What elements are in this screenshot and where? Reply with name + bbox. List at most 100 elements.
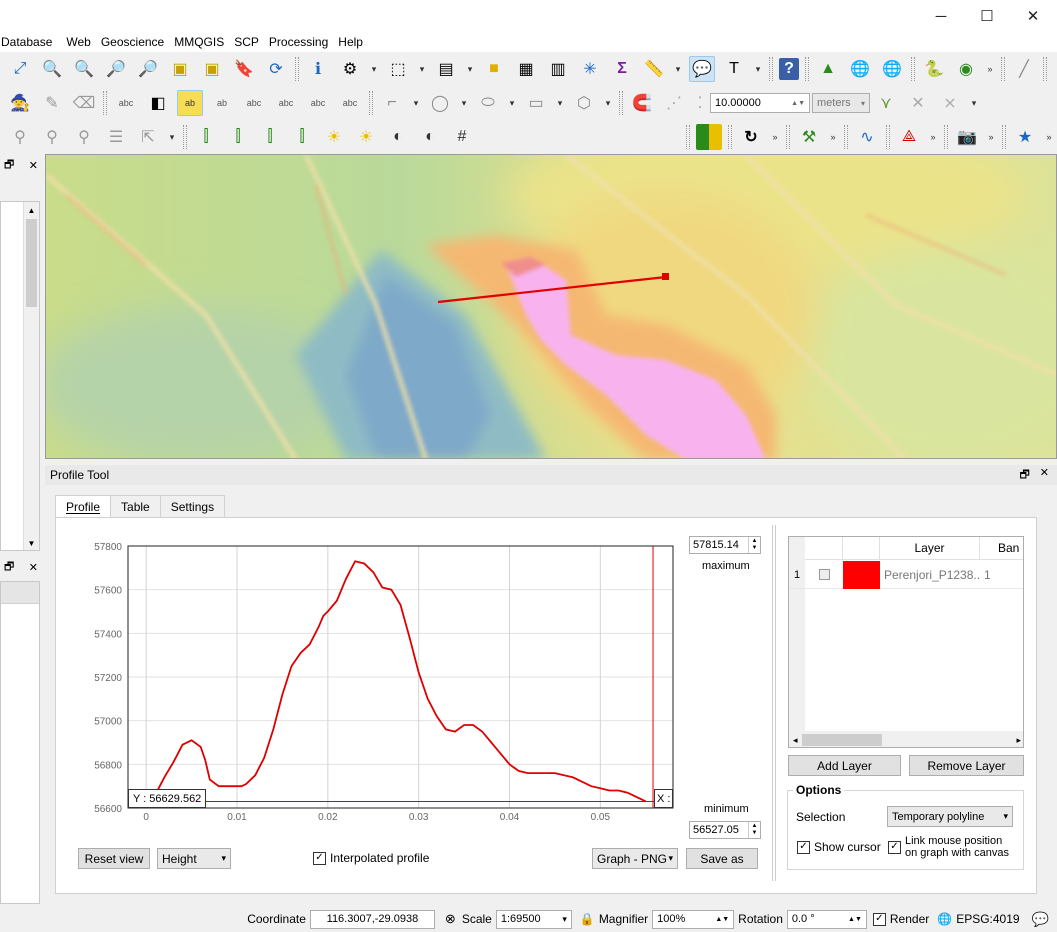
toolbar-grip[interactable] <box>295 57 299 81</box>
toolbar-grip[interactable] <box>686 125 690 149</box>
header-layer[interactable]: Layer <box>880 537 980 559</box>
ellipse-icon[interactable]: ⬭ <box>481 94 495 111</box>
render-checkbox[interactable]: ✓ <box>872 912 886 926</box>
profile-icon[interactable]: ∿ <box>860 129 874 146</box>
statistics-icon[interactable]: ✳ <box>583 61 597 78</box>
link-mouse-checkbox[interactable]: ✓ <box>888 840 901 854</box>
scroll-right-icon[interactable]: ▸ <box>1016 734 1021 745</box>
scroll-thumb[interactable] <box>26 219 37 307</box>
label-highlight-icon[interactable]: ab <box>177 90 203 116</box>
interpolated-profile-option[interactable]: ✓ Interpolated profile <box>313 851 429 865</box>
show-cursor-checkbox[interactable]: ✓ <box>797 840 810 854</box>
magnifier-input[interactable]: 100% ▲▼ <box>652 909 735 929</box>
close-icon[interactable]: ✕ <box>28 159 38 172</box>
chevron-down-icon[interactable]: ▾ <box>461 97 467 108</box>
extents-toggle-icon[interactable]: ⊗ <box>444 911 456 926</box>
chevron-down-icon[interactable]: ▾ <box>605 97 611 108</box>
rotate-icon[interactable]: ↻ <box>744 129 758 146</box>
more-icon[interactable]: » <box>988 132 994 142</box>
pin-icon[interactable]: ⚲ <box>14 129 26 146</box>
change-label-icon[interactable]: abc <box>342 98 358 108</box>
close-window-button[interactable]: ✕ <box>1026 8 1040 25</box>
scale-select[interactable]: 1:69500 ▾ <box>495 909 572 929</box>
globe-search-icon[interactable]: 🌐 <box>882 61 902 78</box>
maximum-input[interactable]: 57815.14 ▲ ▼ <box>689 536 761 554</box>
toolbar-grip[interactable] <box>1002 125 1006 149</box>
layers-panel-scrollbar[interactable]: ▲ ▼ <box>23 202 39 550</box>
pin-icon[interactable]: ⚲ <box>46 129 58 146</box>
link-mouse-option[interactable]: ✓ Link mouse position on graph with canv… <box>888 835 1009 859</box>
menu-geoscience[interactable]: Geoscience <box>100 35 165 49</box>
snap-vertex-icon[interactable]: ⁚ <box>697 95 703 112</box>
stretch-icon[interactable]: ⫿ <box>267 128 273 145</box>
menu-processing[interactable]: Processing <box>268 35 329 49</box>
bucket-icon[interactable]: 🗑 <box>1053 56 1057 82</box>
menu-database[interactable]: Database <box>1 35 53 49</box>
minimum-input[interactable]: 56527.05 ▲ ▼ <box>689 821 761 839</box>
toolbar-grip[interactable] <box>786 125 790 149</box>
coordinate-field[interactable]: 116.3007,-29.0938 <box>309 909 435 929</box>
rectangle-icon[interactable]: ▭ <box>528 95 544 112</box>
scroll-left-icon[interactable]: ◂ <box>793 734 798 745</box>
python-icon[interactable]: 🐍 <box>924 61 944 78</box>
select-features-icon[interactable]: ⬚ <box>390 61 406 78</box>
chevron-down-icon[interactable]: ▾ <box>509 97 515 108</box>
toolbar-grip[interactable] <box>886 125 890 149</box>
zoom-last-icon[interactable]: 🔎 <box>106 61 126 78</box>
rotate-label-icon[interactable]: abc <box>310 98 326 108</box>
close-icon[interactable]: ✕ <box>28 561 38 574</box>
triangle-icon[interactable]: ▲ <box>820 60 836 77</box>
lock-icon[interactable]: 🔒 <box>579 912 595 926</box>
snap-tolerance-input[interactable]: 10.00000 ▲▼ <box>710 93 810 113</box>
hammer-icon[interactable]: ⚒ <box>801 129 817 146</box>
action-icon[interactable]: ⚙ <box>342 61 358 78</box>
map-canvas[interactable] <box>45 154 1057 459</box>
zoom-out-icon[interactable]: 🔍 <box>74 61 94 78</box>
toolbar-grip[interactable] <box>844 125 848 149</box>
selection-select[interactable]: Temporary polyline ▾ <box>887 806 1013 827</box>
draw-line-icon[interactable]: ╱ <box>1019 61 1029 78</box>
list-icon[interactable]: ☰ <box>108 129 124 146</box>
show-cursor-option[interactable]: ✓ Show cursor <box>797 840 881 854</box>
chevron-down-icon[interactable]: ▾ <box>419 63 425 74</box>
toolbar-grip[interactable] <box>911 57 915 81</box>
star-icon[interactable]: ★ <box>1017 129 1033 146</box>
float-icon[interactable]: 🗗 <box>4 560 15 573</box>
tab-table[interactable]: Table <box>110 495 161 517</box>
zoom-selection-icon[interactable]: ▣ <box>204 61 220 78</box>
more-icon[interactable]: » <box>772 132 778 142</box>
scroll-down-icon[interactable]: ▼ <box>27 539 36 548</box>
compass-icon[interactable]: ⟁ <box>901 128 917 145</box>
export-format-select[interactable]: Graph - PNG ▾ <box>592 848 678 869</box>
tab-profile[interactable]: Profile <box>55 495 112 518</box>
reset-view-button[interactable]: Reset view <box>78 848 150 869</box>
zoom-next-icon[interactable]: 🔎 <box>138 61 158 78</box>
rotation-input[interactable]: 0.0 ° ▲▼ <box>786 909 867 929</box>
cursor-icon[interactable]: ⇱ <box>141 129 155 146</box>
wizard-icon[interactable]: 🧙 <box>10 95 30 112</box>
identify-icon[interactable]: ℹ <box>314 61 322 78</box>
chevron-down-icon[interactable]: ▾ <box>413 97 419 108</box>
label-icon[interactable]: abc <box>118 98 134 108</box>
scp-icon[interactable] <box>696 124 722 150</box>
contrast-down-icon[interactable]: ◐ <box>425 128 435 145</box>
snap-config-icon[interactable]: ⋰ <box>666 95 682 112</box>
toolbar-grip[interactable] <box>103 91 107 115</box>
layer-row-checkbox[interactable] <box>818 569 830 580</box>
eraser-icon[interactable]: ⌫ <box>72 95 96 112</box>
attribute-table-icon[interactable]: ▦ <box>518 61 534 78</box>
layer-table-hscrollbar[interactable]: ◂ ▸ <box>789 731 1023 747</box>
profile-line-vertex[interactable] <box>662 273 669 280</box>
chevron-down-icon[interactable]: ▾ <box>755 63 761 74</box>
intersect-icon[interactable]: ✕ <box>911 95 925 112</box>
topology-icon[interactable]: ⨯ <box>943 95 957 112</box>
layer-diagram-icon[interactable]: ◧ <box>150 95 166 112</box>
measure-icon[interactable]: 📏 <box>644 61 664 78</box>
remove-layer-button[interactable]: Remove Layer <box>909 755 1024 776</box>
profile-plot[interactable]: 56600 56800 57000 57200 57400 57600 57800 0 0.0… <box>94 542 674 823</box>
chevron-down-icon[interactable]: ▾ <box>971 97 977 108</box>
toolbar-grip[interactable] <box>183 125 187 149</box>
move-label-icon[interactable]: abc <box>278 98 294 108</box>
zoom-in-icon[interactable]: 🔍 <box>42 61 62 78</box>
close-icon[interactable]: ✕ <box>1039 466 1049 479</box>
